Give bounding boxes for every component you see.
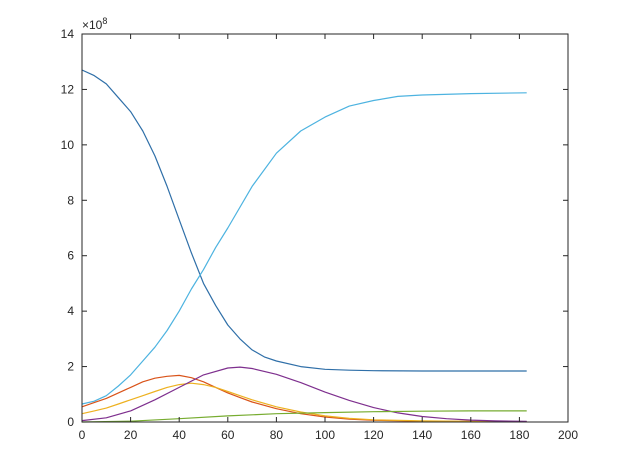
series-line-6 [81,410,527,423]
x-tick-label: 180 [509,428,529,442]
plot-area-background [82,34,568,422]
y-exponent-power: 8 [102,16,107,26]
y-tick-label: 10 [61,138,75,152]
series-line-4 [81,382,527,423]
plot-area-border [81,33,569,423]
series-line-2 [81,92,527,405]
x-tick-label: 120 [364,428,384,442]
y-tick-label: 2 [67,360,74,374]
y-exponent-label: ×108 [82,16,107,32]
x-tick-label: 20 [124,428,138,442]
x-tick-label: 0 [79,428,86,442]
y-tick-label: 12 [61,82,75,96]
x-tick-label: 160 [461,428,481,442]
x-tick-label: 80 [270,428,284,442]
series-line-1 [81,69,527,372]
y-tick-label: 0 [67,415,74,429]
series-layer [81,69,527,423]
x-tick-label: 140 [412,428,432,442]
y-tick-label: 4 [67,304,74,318]
x-tick-label: 100 [315,428,335,442]
x-tick-label: 200 [558,428,578,442]
ticks-layer: 0 20 40 60 80 100 120 140 160 180 200 0 2 4 6 8 10 12 14 [61,27,579,442]
y-tick-label: 8 [67,193,74,207]
x-tick-label: 40 [173,428,187,442]
x-tick-label: 60 [221,428,235,442]
y-exponent-base: ×10 [82,18,103,32]
y-tick-label: 14 [61,27,75,41]
series-line-5 [81,366,527,422]
y-tick-label: 6 [67,249,74,263]
